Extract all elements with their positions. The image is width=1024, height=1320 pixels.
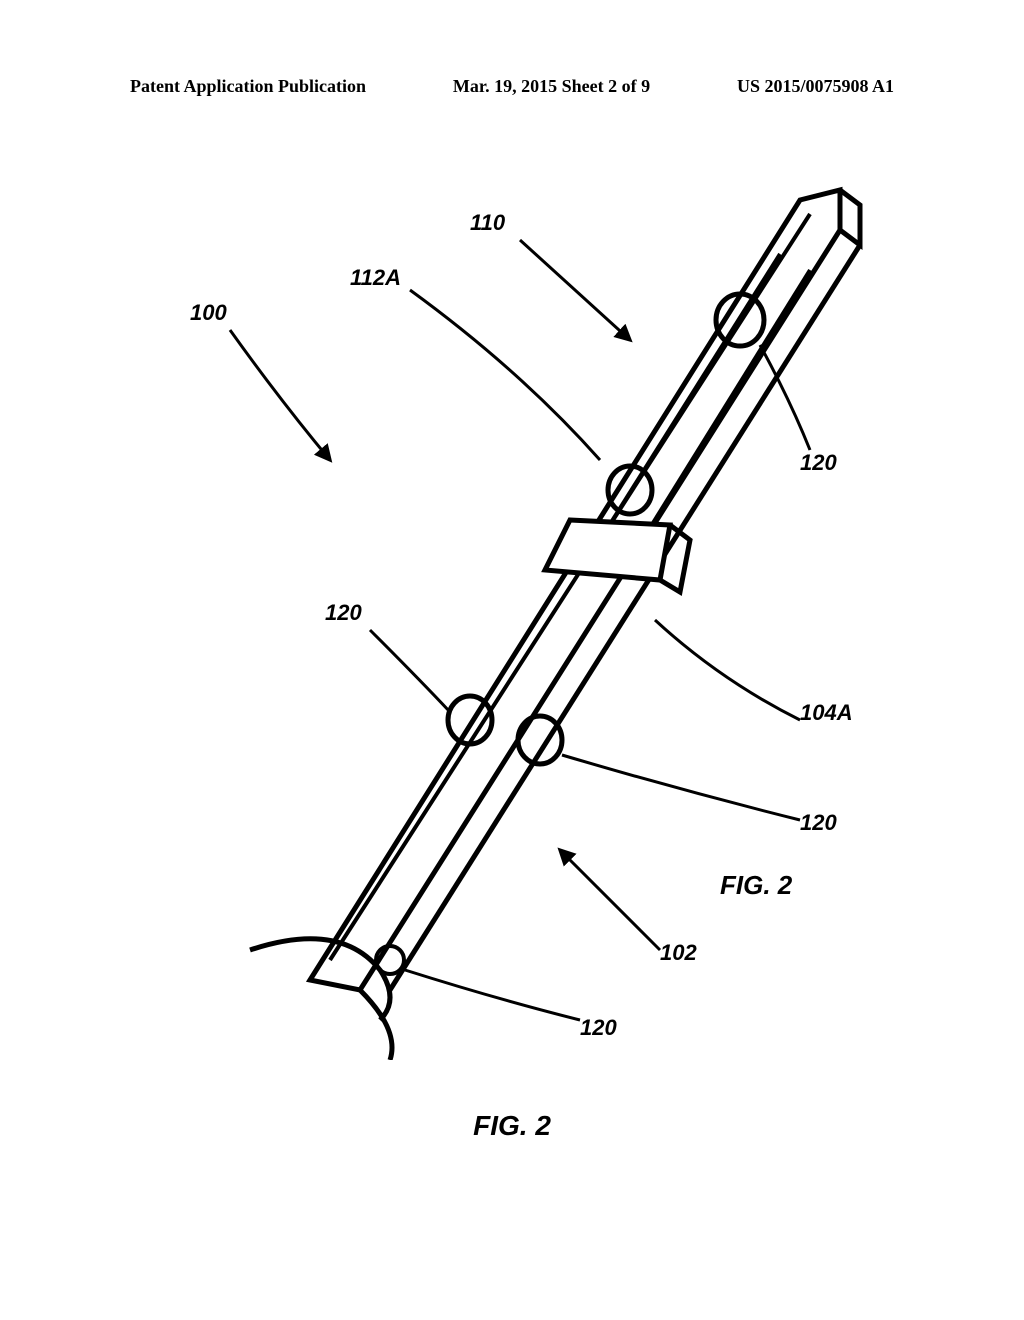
page-header: Patent Application Publication Mar. 19, … [0, 76, 1024, 97]
figure-label-bottom: FIG. 2 [0, 1110, 1024, 1142]
ref-120-a: 120 [800, 450, 837, 476]
ref-110: 110 [470, 210, 505, 236]
ref-120-c: 120 [800, 810, 837, 836]
ref-120-b: 120 [325, 600, 362, 626]
ref-102: 102 [660, 940, 697, 966]
ref-104A: 104A [800, 700, 853, 726]
ref-112A: 112A [350, 265, 401, 291]
header-left: Patent Application Publication [130, 76, 366, 97]
figure-label-inline: FIG. 2 [720, 870, 792, 901]
figure-svg [100, 160, 924, 1060]
header-center: Mar. 19, 2015 Sheet 2 of 9 [453, 76, 650, 97]
ref-120-d: 120 [580, 1015, 617, 1041]
figure-2: 100 110 112A 120 120 104A 120 102 120 FI… [100, 160, 924, 1060]
ref-100: 100 [190, 300, 227, 326]
header-right: US 2015/0075908 A1 [737, 76, 894, 97]
